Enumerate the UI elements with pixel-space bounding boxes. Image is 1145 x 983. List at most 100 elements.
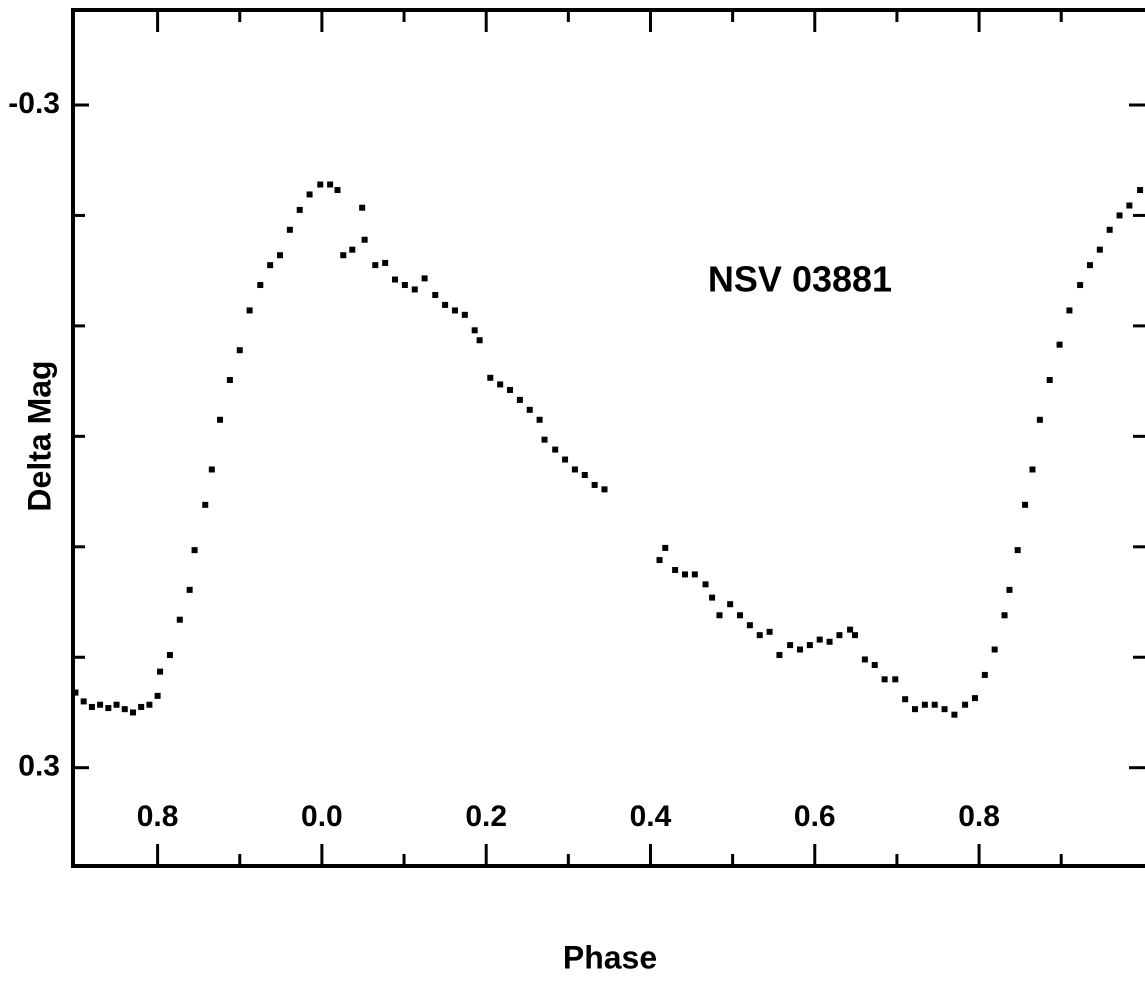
- x-tick-label: 0.2: [465, 800, 507, 833]
- data-point: [1029, 466, 1036, 473]
- data-point: [601, 486, 608, 493]
- data-point: [962, 701, 969, 708]
- data-point: [526, 406, 533, 413]
- data-point: [861, 656, 868, 663]
- annotation: NSV 03881: [708, 259, 892, 300]
- data-point: [1106, 226, 1113, 233]
- data-point: [507, 386, 514, 393]
- data-point: [672, 566, 679, 573]
- data-point: [497, 381, 504, 388]
- x-tick-label: 0.8: [137, 800, 179, 833]
- data-point: [359, 204, 366, 211]
- data-point: [981, 671, 988, 678]
- data-point: [1066, 307, 1073, 314]
- data-point: [1086, 262, 1093, 269]
- y-tick-label: -0.3: [8, 87, 60, 120]
- data-point: [202, 501, 209, 508]
- data-point: [286, 226, 293, 233]
- data-point: [691, 571, 698, 578]
- data-point: [80, 698, 87, 705]
- data-point: [1116, 212, 1123, 219]
- data-point: [826, 638, 833, 645]
- data-point: [277, 252, 284, 259]
- data-point: [516, 396, 523, 403]
- data-point: [1077, 282, 1084, 289]
- plot-frame: [71, 8, 1145, 868]
- data-point: [317, 181, 324, 188]
- x-tick-label: 0.6: [794, 800, 836, 833]
- data-point: [421, 275, 428, 282]
- data-point: [1006, 586, 1013, 593]
- data-point: [951, 711, 958, 718]
- data-point: [471, 327, 478, 334]
- data-point: [591, 481, 598, 488]
- data-point: [105, 705, 112, 712]
- data-point: [581, 472, 588, 479]
- data-point: [662, 544, 669, 551]
- data-point: [552, 446, 559, 453]
- data-point: [1056, 341, 1063, 348]
- data-point: [816, 636, 823, 643]
- data-point: [340, 252, 347, 259]
- data-point: [361, 236, 368, 243]
- data-point: [349, 246, 356, 253]
- x-tick-label: 0.8: [958, 800, 1000, 833]
- data-point: [931, 701, 938, 708]
- data-point: [656, 557, 663, 564]
- data-point: [476, 337, 483, 344]
- data-point: [217, 416, 224, 423]
- data-point: [154, 692, 161, 699]
- data-point: [892, 676, 899, 683]
- y-axis-label: Delta Mag: [21, 360, 57, 511]
- data-point: [176, 616, 183, 623]
- data-point: [1001, 612, 1008, 619]
- data-point: [787, 642, 794, 649]
- data-point: [1046, 377, 1053, 384]
- data-point: [487, 374, 494, 381]
- data-point: [392, 276, 399, 283]
- data-point: [756, 632, 763, 639]
- data-point: [121, 706, 128, 713]
- data-point: [226, 377, 233, 384]
- data-point: [881, 676, 888, 683]
- data-point: [1137, 187, 1144, 194]
- data-point: [1126, 202, 1133, 209]
- data-point: [737, 612, 744, 619]
- data-point: [1014, 547, 1021, 554]
- data-point: [1096, 246, 1103, 253]
- data-point: [306, 191, 313, 198]
- data-point: [991, 646, 998, 653]
- data-point: [88, 703, 95, 710]
- data-point: [776, 652, 783, 659]
- data-point: [766, 628, 773, 635]
- data-point: [796, 646, 803, 653]
- data-point: [1036, 416, 1043, 423]
- data-point: [902, 696, 909, 703]
- data-point: [541, 436, 548, 443]
- x-tick-label: 0.0: [301, 800, 343, 833]
- data-point: [1022, 501, 1029, 508]
- data-point: [941, 706, 948, 713]
- data-point: [236, 347, 243, 354]
- data-point: [571, 466, 578, 473]
- data-point: [411, 286, 418, 293]
- data-point: [709, 594, 716, 601]
- y-tick-label: 0.3: [18, 750, 60, 783]
- x-tick-label: 0.4: [630, 800, 672, 833]
- data-point: [432, 291, 439, 298]
- data-point: [246, 307, 253, 314]
- data-point: [257, 282, 264, 289]
- data-point: [186, 586, 193, 593]
- data-point: [334, 187, 341, 194]
- data-point: [852, 632, 859, 639]
- data-point: [461, 311, 468, 318]
- data-point: [746, 622, 753, 629]
- data-point: [372, 262, 379, 269]
- data-point: [191, 547, 198, 554]
- data-point: [806, 642, 813, 649]
- data-point: [871, 661, 878, 668]
- data-point: [401, 282, 408, 289]
- data-point: [971, 695, 978, 702]
- data-point: [836, 632, 843, 639]
